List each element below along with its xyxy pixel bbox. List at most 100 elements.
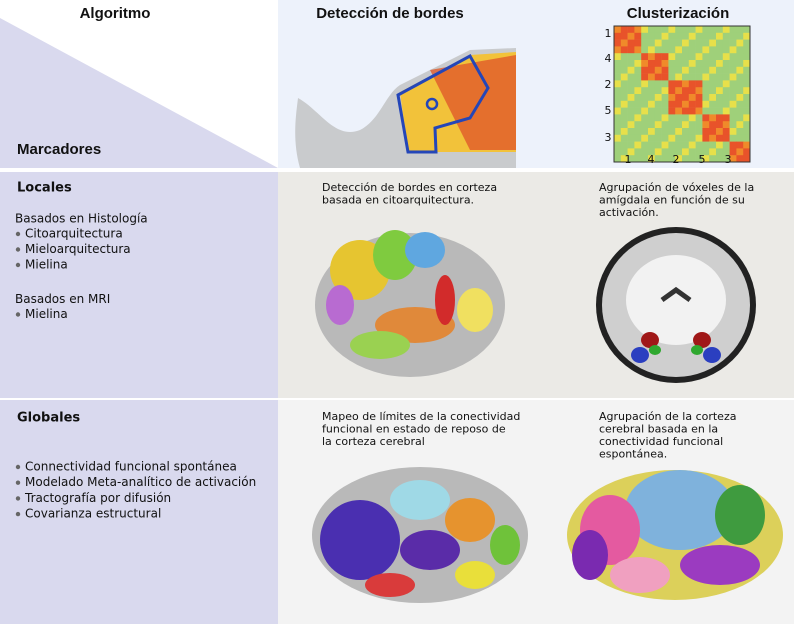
cluster-matrix xyxy=(613,25,751,163)
matrix-cell xyxy=(682,73,690,81)
matrix-cell xyxy=(668,114,676,122)
matrix-cell xyxy=(668,121,676,129)
matrix-cell xyxy=(634,26,642,34)
matrix-cell xyxy=(634,32,642,40)
matrix-cell xyxy=(668,87,676,95)
matrix-cell xyxy=(709,53,717,61)
matrix-cell xyxy=(661,107,669,115)
matrix-cell xyxy=(648,66,656,74)
matrix-cell xyxy=(675,141,683,149)
matrix-cell xyxy=(722,148,730,156)
matrix-cell xyxy=(729,32,737,40)
matrix-cell xyxy=(634,155,642,163)
matrix-cell xyxy=(743,94,751,102)
matrix-cell xyxy=(627,134,635,142)
matrix-cell xyxy=(627,60,635,68)
matrix-cell xyxy=(661,46,669,54)
matrix-cell xyxy=(634,128,642,136)
matrix-cell xyxy=(641,141,649,149)
matrix-cell xyxy=(688,32,696,40)
matrix-cell xyxy=(682,39,690,47)
matrix-cell xyxy=(702,148,710,156)
matrix-cell xyxy=(675,87,683,95)
matrix-cell xyxy=(675,66,683,74)
matrix-cell xyxy=(661,128,669,136)
row-header: Marcadores xyxy=(17,141,101,158)
matrix-cell xyxy=(627,128,635,136)
caption-line: conectividad funcional xyxy=(599,435,723,448)
matrix-cell xyxy=(641,121,649,129)
matrix-cell xyxy=(620,128,628,136)
matrix-y-label: 3 xyxy=(605,131,612,144)
matrix-cell xyxy=(688,60,696,68)
matrix-cell xyxy=(736,100,744,108)
matrix-cell xyxy=(682,107,690,115)
matrix-cell xyxy=(654,32,662,40)
matrix-cell xyxy=(668,60,676,68)
matrix-cell xyxy=(648,148,656,156)
matrix-cell xyxy=(709,66,717,74)
matrix-cell xyxy=(722,87,730,95)
matrix-cell xyxy=(620,60,628,68)
caption-line: Agrupación de vóxeles de la xyxy=(599,181,754,194)
matrix-cell xyxy=(695,114,703,122)
matrix-cell xyxy=(743,141,751,149)
matrix-cell xyxy=(675,148,683,156)
matrix-cell xyxy=(675,46,683,54)
matrix-cell xyxy=(614,46,622,54)
matrix-cell xyxy=(661,100,669,108)
matrix-cell xyxy=(688,73,696,81)
matrix-cell xyxy=(682,114,690,122)
matrix-cell xyxy=(634,134,642,142)
matrix-cell xyxy=(722,128,730,136)
matrix-cell xyxy=(661,121,669,129)
matrix-cell xyxy=(627,141,635,149)
matrix-cell xyxy=(654,100,662,108)
matrix-cell xyxy=(716,134,724,142)
matrix-cell xyxy=(682,94,690,102)
matrix-cell xyxy=(648,128,656,136)
matrix-cell xyxy=(620,107,628,115)
matrix-cell xyxy=(688,53,696,61)
matrix-cell xyxy=(695,121,703,129)
matrix-cell xyxy=(702,94,710,102)
matrix-cell xyxy=(654,141,662,149)
header-triangle xyxy=(0,18,278,168)
matrix-cell xyxy=(722,155,730,163)
edge-image xyxy=(295,48,516,168)
matrix-cell xyxy=(743,148,751,156)
matrix-cell xyxy=(743,134,751,142)
matrix-cell xyxy=(675,114,683,122)
matrix-cell xyxy=(634,60,642,68)
matrix-cell xyxy=(661,114,669,122)
matrix-cell xyxy=(641,32,649,40)
matrix-cell xyxy=(648,141,656,149)
matrix-cell xyxy=(682,155,690,163)
matrix-cell xyxy=(675,32,683,40)
matrix-cell xyxy=(743,39,751,47)
list-item: Modelado Meta-analítico de activación xyxy=(25,475,256,489)
matrix-cell xyxy=(722,46,730,54)
list-item: Mielina xyxy=(25,307,68,321)
matrix-cell xyxy=(682,128,690,136)
matrix-cell xyxy=(682,26,690,34)
matrix-cell xyxy=(736,155,744,163)
matrix-cell xyxy=(709,107,717,115)
matrix-cell xyxy=(675,121,683,129)
matrix-cell xyxy=(709,80,717,88)
matrix-cell xyxy=(716,87,724,95)
matrix-x-label: 4 xyxy=(648,153,655,166)
matrix-cell xyxy=(682,100,690,108)
group-title: Basados en Histología xyxy=(15,212,148,226)
matrix-cell xyxy=(648,73,656,81)
matrix-cell xyxy=(743,128,751,136)
matrix-cell xyxy=(641,46,649,54)
matrix-cell xyxy=(675,128,683,136)
matrix-cell xyxy=(634,107,642,115)
matrix-cell xyxy=(702,39,710,47)
matrix-cell xyxy=(716,155,724,163)
matrix-cell xyxy=(736,94,744,102)
matrix-cell xyxy=(661,155,669,163)
matrix-cell xyxy=(722,134,730,142)
